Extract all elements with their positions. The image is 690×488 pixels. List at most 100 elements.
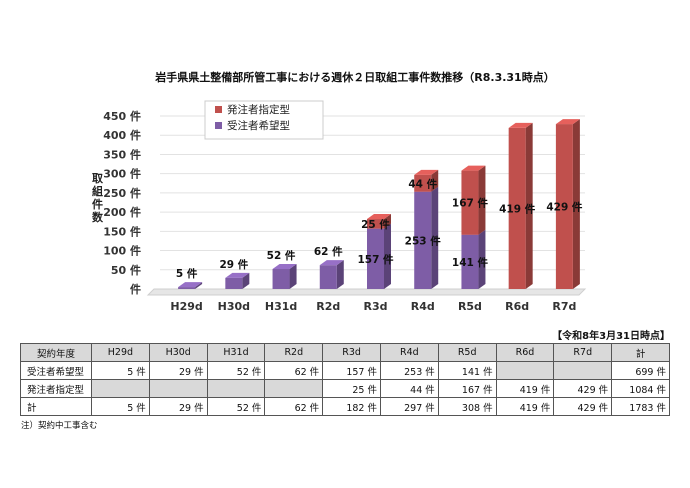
table-cell: 1783 件	[611, 397, 670, 416]
bar-requested-side	[384, 223, 391, 289]
table-header-cell: R2d	[264, 343, 324, 362]
table-header-cell: H29d	[91, 343, 150, 362]
table-cell: 29 件	[148, 397, 208, 416]
data-label-requested: 62 件	[314, 245, 343, 258]
bar-designated-side	[525, 122, 533, 289]
data-label-designated: 25 件	[361, 218, 390, 231]
x-tick-label: R5d	[458, 300, 482, 313]
labels-layer: 5 件 29 件 52 件 62 件 157 件 25 件 253 件 44 件 141 件 16…	[176, 177, 583, 280]
table-row-label: 受注者希望型	[20, 361, 92, 380]
table-cell	[91, 379, 150, 398]
table-header-cell: R6d	[495, 343, 555, 362]
bar-designated	[461, 170, 479, 235]
bar-requested-side	[336, 260, 344, 289]
bar-requested	[414, 191, 432, 289]
table-cell: 52 件	[206, 361, 266, 380]
data-label-requested: 141 件	[452, 256, 489, 269]
data-label-requested: 157 件	[357, 253, 394, 266]
table-cell: 308 件	[437, 397, 497, 416]
x-tick-label: R6d	[505, 300, 529, 313]
data-label-designated: 44 件	[408, 177, 437, 190]
table-cell: 44 件	[379, 379, 439, 398]
bar-requested	[178, 287, 196, 289]
y-tick-label: 200 件	[103, 205, 141, 219]
data-label-requested: 29 件	[219, 258, 248, 271]
legend-label: 受注者希望型	[227, 119, 290, 132]
table-cell: 25 件	[322, 379, 381, 398]
table-header-cell: R7d	[553, 343, 613, 362]
table-cell: 419 件	[495, 379, 555, 398]
table-header-cell: R4d	[379, 343, 439, 362]
y-tick-label: 450 件	[103, 109, 141, 123]
table-note: 【令和8年3月31日時点】	[552, 331, 670, 342]
bar-requested-side	[478, 229, 486, 289]
table-cell: 419 件	[495, 397, 555, 416]
bar-designated-top	[508, 122, 533, 128]
x-tick-label: R2d	[316, 300, 340, 313]
table-cell	[553, 361, 613, 380]
bar-designated-top	[414, 169, 439, 175]
bar-designated	[508, 127, 526, 289]
bar-requested	[272, 269, 290, 289]
table-header-cell: H30d	[148, 343, 208, 362]
table-cell	[206, 379, 266, 398]
table-cell: 157 件	[322, 361, 381, 380]
legend-box	[204, 100, 324, 140]
bar-designated-side	[431, 169, 439, 192]
bar-designated-top	[555, 119, 580, 125]
chart-title: 岩手県県土整備部所管工事における週休２日取組工事件数推移（R8.3.31時点）	[155, 71, 555, 84]
x-tick-label: R7d	[552, 300, 576, 313]
table-row: 発注者指定型 25 件 44 件 167 件 419 件 429 件 1084 件	[20, 379, 670, 398]
table-header-cell: 契約年度	[20, 343, 92, 362]
bar-chart: 件 50 件 100 件 150 件 200 件 250 件 300 件 350 件 400 件…	[92, 100, 587, 313]
bar-requested-top	[178, 282, 203, 288]
bar-requested	[319, 265, 337, 289]
table-cell	[148, 379, 208, 398]
table-body: 受注者希望型 5 件 29 件 52 件 62 件 157 件 253 件 141 件 699 …	[20, 361, 670, 416]
y-axis-label: 取組件数	[92, 172, 104, 224]
x-tick-label: H29d	[170, 300, 202, 313]
bar-requested	[461, 234, 479, 289]
legend-swatch	[215, 122, 222, 129]
x-tick-label: R3d	[364, 300, 388, 313]
table-cell: 62 件	[264, 397, 324, 416]
data-label-requested: 253 件	[405, 234, 442, 247]
x-tick-label: H31d	[265, 300, 297, 313]
bar-designated	[555, 124, 573, 289]
data-label-designated: 419 件	[499, 202, 536, 215]
table-cell: 699 件	[611, 361, 670, 380]
table-cell: 5 件	[91, 397, 150, 416]
table-row: 受注者希望型 5 件 29 件 52 件 62 件 157 件 253 件 141 件 699 …	[20, 361, 670, 380]
legend-swatch	[215, 106, 222, 113]
x-tick-label: R4d	[411, 300, 435, 313]
bar-requested-top	[319, 260, 344, 266]
y-tick-label: 300 件	[103, 167, 141, 181]
bar-requested-side	[289, 264, 297, 289]
table-cell: 52 件	[206, 397, 266, 416]
bar-requested	[367, 228, 384, 289]
data-label-requested: 52 件	[267, 249, 296, 262]
bar-designated-top	[367, 214, 391, 220]
table-cell: 182 件	[322, 397, 381, 416]
table-cell: 62 件	[264, 361, 324, 380]
x-tick-label: H30d	[218, 300, 250, 313]
data-label-designated: 429 件	[546, 201, 583, 214]
bar-designated	[414, 174, 432, 192]
table-cell	[495, 361, 555, 380]
y-tick-label: 100 件	[103, 244, 141, 258]
legend-label: 発注者指定型	[227, 103, 290, 116]
bars-layer	[178, 119, 580, 289]
table-header-cell: 計	[611, 343, 670, 362]
data-label-requested: 5 件	[176, 267, 198, 280]
data-label-designated: 167 件	[452, 197, 489, 210]
bar-requested	[225, 277, 243, 289]
bar-requested-side	[195, 282, 203, 289]
table-cell: 141 件	[437, 361, 497, 380]
y-tick-label: 400 件	[103, 128, 141, 142]
bar-designated-side	[384, 214, 391, 229]
table-row-label: 計	[20, 397, 92, 416]
bar-designated-side	[572, 119, 580, 289]
chart-floor	[146, 288, 587, 296]
y-tick-label: 件	[130, 282, 141, 296]
